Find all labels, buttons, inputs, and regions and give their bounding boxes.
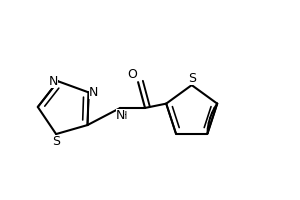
Text: O: O	[127, 68, 137, 81]
Text: N: N	[89, 86, 98, 99]
Text: S: S	[52, 135, 60, 148]
Text: N: N	[48, 75, 58, 88]
Text: N: N	[116, 109, 125, 122]
Text: H: H	[121, 111, 128, 121]
Text: S: S	[188, 72, 196, 85]
